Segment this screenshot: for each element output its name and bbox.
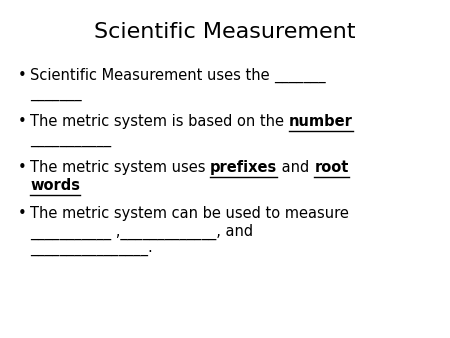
Text: _______: _______ [274, 68, 326, 83]
Text: and: and [277, 160, 314, 175]
Text: The metric system uses: The metric system uses [30, 160, 210, 175]
Text: words: words [30, 178, 80, 193]
Text: •: • [18, 114, 27, 129]
Text: •: • [18, 206, 27, 221]
Text: ___________: ___________ [30, 132, 111, 147]
Text: ___________ ,_____________, and: ___________ ,_____________, and [30, 224, 253, 240]
Text: Scientific Measurement: Scientific Measurement [94, 22, 356, 42]
Text: Scientific Measurement uses the: Scientific Measurement uses the [30, 68, 274, 83]
Text: •: • [18, 68, 27, 83]
Text: prefixes: prefixes [210, 160, 277, 175]
Text: ________________.: ________________. [30, 242, 153, 257]
Text: number: number [288, 114, 352, 129]
Text: root: root [314, 160, 349, 175]
Text: The metric system can be used to measure: The metric system can be used to measure [30, 206, 349, 221]
Text: The metric system is based on the: The metric system is based on the [30, 114, 288, 129]
Text: _______: _______ [30, 86, 81, 101]
Text: •: • [18, 160, 27, 175]
